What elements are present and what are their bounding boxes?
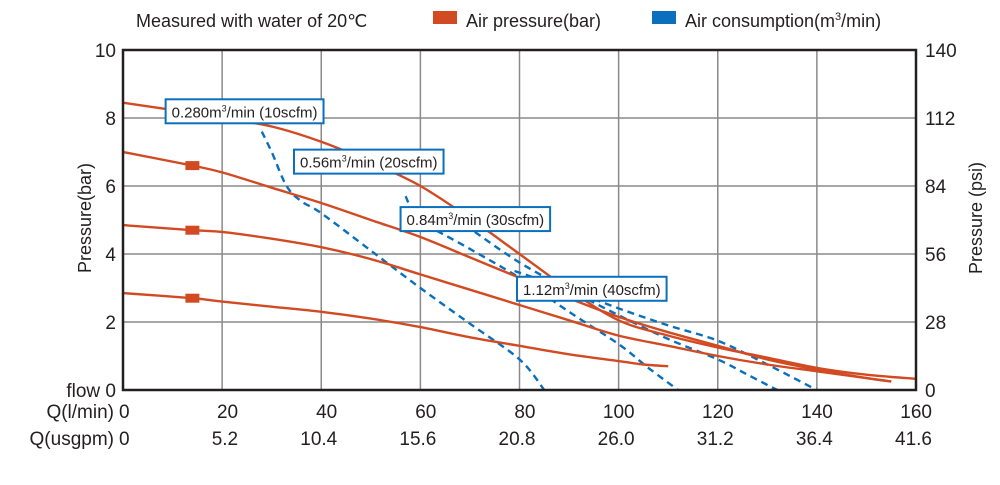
x-tick-label: 10.4 <box>300 429 337 450</box>
annotation-label-2: 0.56m3/min (20scfm) <box>292 148 445 175</box>
y-left-tick-label: 2 <box>105 313 116 334</box>
x-tick-label: 26.0 <box>598 429 635 450</box>
x-tick-label: 20 <box>217 402 238 423</box>
x-tick-label: 140 <box>801 402 833 423</box>
x-axis-row-label: Q(usgpm) <box>30 429 114 450</box>
plot-frame <box>121 48 918 392</box>
annotation-text-prefix: 0.56m <box>300 155 342 172</box>
pressure-line-3 <box>122 223 892 383</box>
annotation-box <box>399 206 552 233</box>
x-tick-label: 100 <box>603 402 635 423</box>
x-axis-row-label: Q(l/min) <box>46 402 114 423</box>
annotation-box <box>516 275 668 302</box>
x-tick-label: 160 <box>900 402 932 423</box>
annotation-text-sup: 3 <box>342 154 347 164</box>
pressure-marker-3 <box>185 225 200 235</box>
x-tick-label: 80 <box>514 402 535 423</box>
x-axis: Q(l/min) 0 20 40 60 80 100 120 140 160 Q(usgpm) 0 5.… <box>30 402 932 450</box>
x-tick-label: 31.2 <box>697 429 734 450</box>
y-right-tick-label: 0 <box>925 381 936 402</box>
annotation-text-suffix: /min (20scfm) <box>347 155 438 172</box>
legend-label-consumption-a: Air consumption(m <box>685 11 835 31</box>
x-tick-label: 60 <box>415 402 436 423</box>
x-tick-label: 5.2 <box>212 429 238 450</box>
annotation-text-prefix: 0.280m <box>172 104 222 121</box>
pressure-marker-2 <box>185 161 200 171</box>
y-left-tick-label: 10 <box>95 41 116 62</box>
chart-title: Measured with water of 20℃ <box>136 11 367 31</box>
annotations-group: 0.280m3/min (10scfm)0.56m3/min (20scfm)0… <box>164 98 668 302</box>
annotation-label-4: 1.12m3/min (40scfm) <box>516 275 668 302</box>
y-axis-right-title: Pressure (psi) <box>966 162 986 274</box>
legend-label-consumption-sup: 3 <box>835 11 841 23</box>
annotation-label-3: 0.84m3/min (30scfm) <box>399 206 552 233</box>
consumption-line-3 <box>454 217 778 392</box>
y-axis-right: 0 28 56 84 112 140 <box>925 41 957 402</box>
annotation-text-sup: 3 <box>222 103 227 113</box>
consumption-line-1 <box>260 131 546 391</box>
y-axis-left-title: Pressure(bar) <box>75 163 95 273</box>
y-left-tick-label: flow 0 <box>66 381 116 402</box>
pressure-marker-4 <box>185 293 200 303</box>
annotation-text-suffix: /min (10scfm) <box>227 104 318 121</box>
x-tick-label: 36.4 <box>796 429 833 450</box>
annotation-text-prefix: 1.12m <box>523 282 565 299</box>
y-right-tick-label: 84 <box>925 177 947 198</box>
annotation-box <box>292 148 445 175</box>
annotation-text: 0.56m3/min (20scfm) <box>300 154 438 172</box>
legend-label-consumption: Air consumption(m3/min) <box>685 11 881 31</box>
pressure-line-4 <box>122 291 669 368</box>
annotation-text-suffix: /min (30scfm) <box>453 212 544 229</box>
y-left-tick-label: 8 <box>105 109 116 130</box>
y-left-tick-label: 6 <box>105 177 116 198</box>
y-axis-left: flow 0 2 4 6 8 10 <box>66 41 116 402</box>
annotation-text: 0.280m3/min (10scfm) <box>172 103 318 121</box>
annotation-text-suffix: /min (40scfm) <box>570 282 661 299</box>
legend-swatch-pressure <box>433 11 457 24</box>
annotation-box <box>164 98 325 125</box>
annotation-text-prefix: 0.84m <box>407 212 449 229</box>
x-tick-label: 120 <box>702 402 734 423</box>
annotation-text: 1.12m3/min (40scfm) <box>523 281 661 299</box>
annotation-text-sup: 3 <box>448 211 453 221</box>
y-left-tick-label: 4 <box>105 245 116 266</box>
x-tick-label: 40 <box>316 402 337 423</box>
legend-label-pressure: Air pressure(bar) <box>466 11 601 31</box>
legend-label-consumption-b: /min) <box>841 11 881 31</box>
annotation-label-1: 0.280m3/min (10scfm) <box>164 98 325 125</box>
y-right-tick-label: 56 <box>925 245 946 266</box>
annotation-text-sup: 3 <box>565 281 570 291</box>
annotation-text: 0.84m3/min (30scfm) <box>407 211 545 229</box>
y-right-tick-label: 28 <box>925 313 946 334</box>
x-tick-label: 20.8 <box>499 429 536 450</box>
legend-swatch-consumption <box>652 11 676 24</box>
x-tick-label: 0 <box>119 402 130 423</box>
y-right-tick-label: 112 <box>925 109 955 130</box>
x-tick-label: 41.6 <box>895 429 932 450</box>
x-tick-label: 15.6 <box>399 429 436 450</box>
y-right-tick-label: 140 <box>925 41 957 62</box>
x-tick-label: 0 <box>119 429 130 450</box>
